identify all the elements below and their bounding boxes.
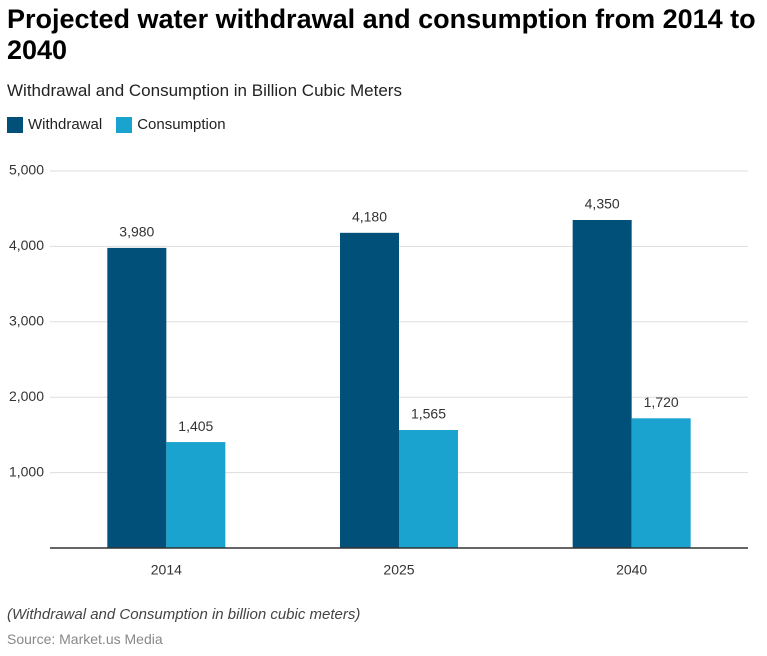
bar (166, 442, 226, 548)
value-label: 1,565 (411, 406, 446, 422)
legend-item: Withdrawal (7, 116, 102, 133)
x-tick-label: 2025 (383, 562, 414, 578)
bar (631, 418, 691, 548)
legend: Withdrawal Consumption (7, 116, 226, 133)
value-label: 1,720 (644, 394, 679, 410)
value-label: 1,405 (178, 418, 213, 434)
chart-title: Projected water withdrawal and consumpti… (7, 4, 756, 65)
chart: 1,000 2,000 3,000 4,000 5,000 2014 3,980 1,405 2… (9, 162, 748, 578)
bar (399, 429, 458, 548)
legend-swatch (116, 116, 133, 133)
bar (572, 220, 632, 548)
bar (107, 247, 167, 548)
source: Source: Market.us Media (7, 631, 163, 647)
y-tick-label: 1,000 (9, 463, 44, 479)
legend-item: Consumption (116, 116, 226, 133)
value-label: 4,180 (352, 209, 387, 225)
y-tick-label: 5,000 (9, 162, 44, 178)
y-tick-label: 3,000 (9, 313, 44, 329)
value-label: 4,350 (585, 196, 620, 212)
chart-subtitle: Withdrawal and Consumption in Billion Cu… (7, 81, 402, 100)
bar (340, 232, 399, 548)
x-tick-label: 2040 (616, 562, 647, 578)
y-tick-label: 4,000 (9, 237, 44, 253)
legend-label: Consumption (137, 116, 226, 133)
legend-label: Withdrawal (28, 116, 103, 133)
value-label: 3,980 (119, 224, 154, 240)
note: (Withdrawal and Consumption in billion c… (7, 606, 361, 623)
y-tick-label: 2,000 (9, 388, 44, 404)
legend-swatch (7, 116, 23, 133)
x-tick-label: 2014 (151, 562, 182, 578)
